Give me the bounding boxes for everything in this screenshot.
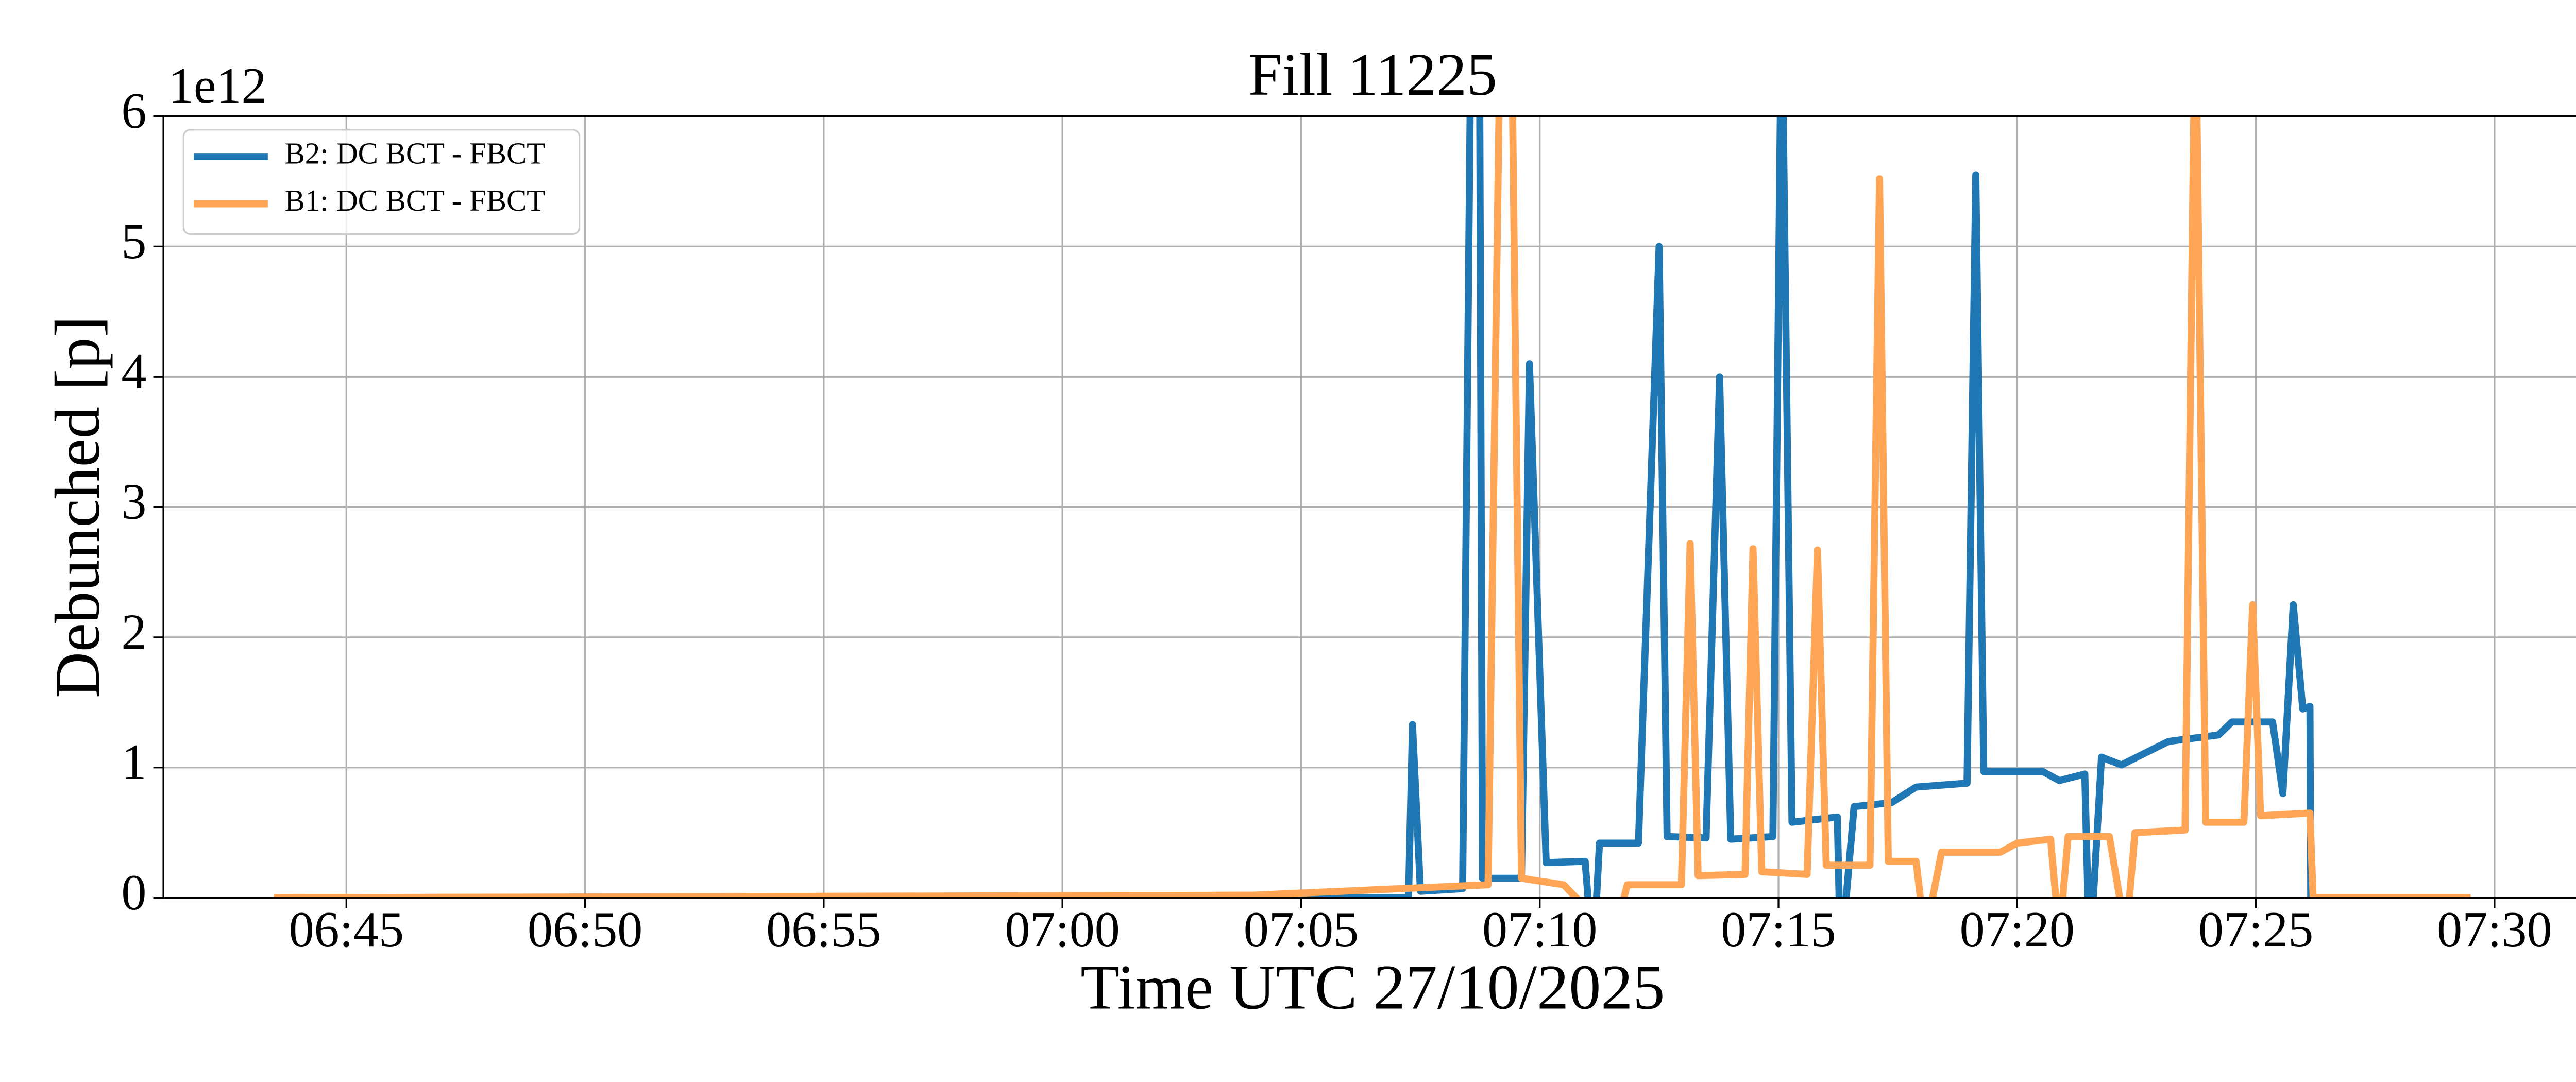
y-tick-label: 3 xyxy=(121,475,146,530)
x-tick-label: 07:05 xyxy=(1244,902,1359,958)
x-tick-label: 07:30 xyxy=(2437,902,2552,958)
y-offset-label: 1e12 xyxy=(168,58,267,114)
y-tick-label: 1 xyxy=(121,735,146,790)
y-axis-label: Debunched [p] xyxy=(42,316,113,698)
legend-box xyxy=(182,129,581,235)
plot-frame xyxy=(162,115,2576,899)
legend-label: B2: DC BCT - FBCT xyxy=(284,137,545,171)
x-tick-label: 07:10 xyxy=(1482,902,1597,958)
y-tick-label: 2 xyxy=(121,604,146,660)
plot-area xyxy=(274,116,2471,898)
x-tick-label: 06:55 xyxy=(766,902,881,958)
y-tick-label: 6 xyxy=(121,83,146,139)
x-tick-label: 06:45 xyxy=(289,902,404,958)
data-line xyxy=(274,116,2471,898)
x-tick-label: 07:25 xyxy=(2198,902,2313,958)
x-axis-label: Time UTC 27/10/2025 xyxy=(1080,951,1665,1022)
x-tick-label: 07:15 xyxy=(1721,902,1836,958)
y-tick-label: 0 xyxy=(121,865,146,921)
x-tick-label: 07:20 xyxy=(1960,902,2075,958)
y-tick-label: 4 xyxy=(121,344,146,400)
data-line xyxy=(275,116,2314,898)
x-tick-label: 06:50 xyxy=(528,902,642,958)
y-tick-label: 5 xyxy=(121,214,146,269)
chart-title: Fill 11225 xyxy=(1248,41,1497,108)
x-tick-label: 07:00 xyxy=(1005,902,1120,958)
legend-label: B1: DC BCT - FBCT xyxy=(284,184,545,217)
